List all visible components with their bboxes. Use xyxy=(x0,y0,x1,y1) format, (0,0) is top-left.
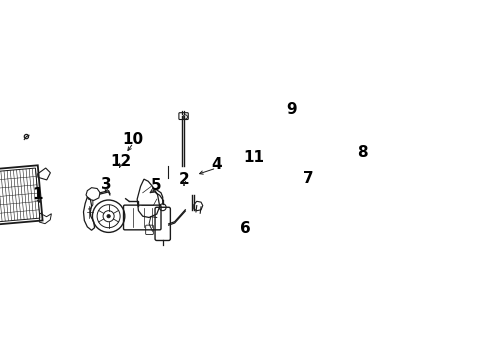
Text: 12: 12 xyxy=(110,154,131,169)
Text: 2: 2 xyxy=(179,172,189,186)
Text: 4: 4 xyxy=(211,157,221,172)
Text: 5: 5 xyxy=(151,178,162,193)
Text: 8: 8 xyxy=(357,145,368,160)
Text: 1: 1 xyxy=(32,187,43,202)
Text: 11: 11 xyxy=(244,150,265,165)
Text: 10: 10 xyxy=(123,132,144,148)
Circle shape xyxy=(107,215,110,218)
Text: 6: 6 xyxy=(241,221,251,237)
Text: 3: 3 xyxy=(101,177,112,192)
Text: 9: 9 xyxy=(287,102,297,117)
Text: 7: 7 xyxy=(303,171,313,186)
